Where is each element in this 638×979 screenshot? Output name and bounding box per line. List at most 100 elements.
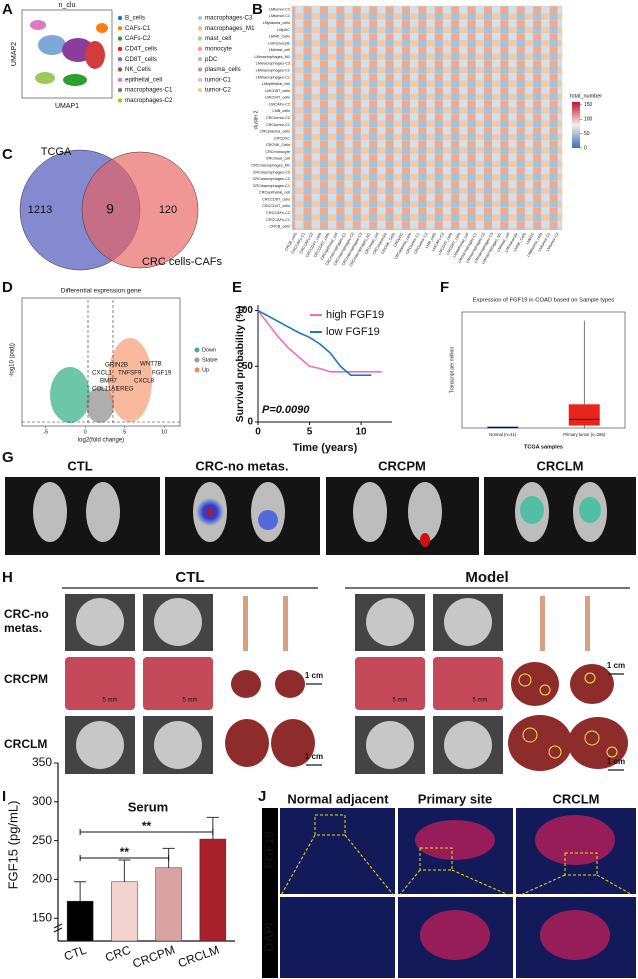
column-label: LMpDC — [525, 232, 535, 245]
fgf19-signal — [415, 815, 615, 960]
colorbar — [572, 102, 580, 148]
signal — [520, 496, 544, 524]
row-label: CRCtumor-C2 — [266, 116, 290, 120]
gene-label: BMP7 — [100, 378, 117, 385]
row-label: LMmast_cell — [269, 48, 290, 52]
legend-swatch — [194, 357, 200, 363]
column-label: CRCpDC — [393, 232, 405, 248]
channel-label: FGF19 — [262, 831, 276, 869]
umap-cluster — [96, 23, 108, 33]
panel-letter: J — [258, 788, 266, 805]
scale-label: 1 cm — [305, 671, 323, 680]
x-tick-label: 10 — [161, 429, 167, 435]
axis-label: log2(fold change) — [78, 438, 124, 444]
legend-label: mast_cell — [205, 35, 231, 42]
venn-circle — [81, 151, 199, 269]
x-tick-label: 0 — [84, 429, 87, 435]
row-label: LMplasma_cells — [263, 21, 290, 25]
y-tick-label: 350 — [32, 755, 52, 769]
signal — [420, 533, 430, 547]
axis-label: Survival probability (%) — [234, 306, 246, 423]
signal — [579, 497, 601, 523]
row-label: LMepithelial_cell — [262, 82, 290, 86]
down-cloud — [50, 367, 90, 423]
axis-label: UMAP1 — [55, 103, 79, 110]
significance-label: ** — [120, 845, 130, 859]
axis-label: Transcript per million — [449, 347, 455, 393]
annotation: P=0.0090 — [262, 404, 310, 416]
legend-label: macrophages-C3 — [205, 15, 253, 22]
row-label: LMCD4T_cells — [265, 96, 290, 100]
row-label: CRCmonocyte — [265, 150, 290, 154]
channel-label: DAPI — [262, 923, 276, 952]
group-label: CTL — [67, 458, 92, 473]
column-title: CRCLM — [553, 791, 600, 806]
x-tick-label: CTL — [62, 943, 88, 964]
tissue-photos — [65, 657, 503, 710]
venn-count: 1213 — [28, 204, 52, 216]
gene-label: TNFSF9 — [118, 370, 142, 377]
row-label: CRCB_cells — [270, 225, 291, 229]
stable-cloud — [86, 387, 114, 423]
row-label: CRCmacrophages-C2 — [253, 177, 290, 181]
scale-label: 1 cm — [607, 757, 625, 766]
colorbar-title: total_number — [570, 93, 602, 99]
row-label: LMmacrophages-C3 — [256, 62, 290, 66]
row-label: CRCNK_Cells — [266, 143, 290, 147]
legend-swatch — [117, 46, 123, 52]
survival-line — [257, 309, 372, 376]
metastasis-marks — [518, 672, 618, 759]
group-label: CTL — [175, 569, 204, 586]
y-tick-label: 250 — [32, 833, 52, 847]
legend-label: pDC — [205, 56, 218, 63]
legend-label: CAFs-C2 — [125, 35, 151, 42]
legend-label: plasma_cells — [205, 66, 241, 73]
group-label: CRC-no metas. — [195, 458, 288, 473]
colorbar-tick-label: 50 — [584, 131, 590, 137]
colorbar-tick-label: 150 — [584, 102, 593, 108]
legend-swatch — [197, 67, 203, 72]
y-tick-label: 200 — [32, 872, 52, 886]
colorbar-tick-label: 0 — [584, 145, 587, 151]
y-tick-label: 50 — [242, 361, 254, 372]
legend-label: Down — [202, 347, 216, 353]
row-label: CRCmacrophages-C1 — [253, 184, 290, 188]
axis-label: Time (years) — [293, 442, 358, 454]
panel-letter: A — [2, 1, 13, 18]
row-label: CRCepithelial_cell — [259, 191, 290, 195]
plot-frame — [461, 311, 626, 429]
axis-label: -log10 (padj) — [10, 343, 16, 377]
imaging-photo — [484, 477, 636, 555]
legend-label: high FGF19 — [326, 309, 384, 321]
dishes — [76, 598, 492, 769]
legend-label: Stable — [202, 357, 218, 363]
y-tick-label: 300 — [32, 794, 52, 808]
chart-title: Differential expression gene — [61, 288, 142, 295]
gene-label: CXCL8 — [134, 378, 155, 385]
legend-label: macrophages_M1 — [205, 25, 255, 32]
colorbar-tick-label: 100 — [584, 117, 593, 123]
gene-label: FGF19 — [152, 370, 172, 377]
legend-label: low FGF19 — [326, 326, 380, 338]
x-tick-label: 5 — [123, 429, 126, 435]
legend-label: epithelial_cell — [125, 76, 162, 83]
legend-swatch — [117, 87, 123, 93]
legend-label: tumor-C1 — [205, 76, 231, 83]
panel-g — [5, 477, 636, 555]
legend-swatch — [117, 57, 123, 62]
y-tick-label: 0 — [247, 417, 253, 428]
umap-cluster — [35, 72, 55, 84]
venn-label: TCGA — [41, 146, 72, 158]
row-label: CRCCD4T_cells — [262, 204, 290, 208]
panel-c: TCGA 1213 9 120 CRC cells-CAFs — [19, 146, 223, 271]
x-tick-label: Normal (n=41) — [489, 432, 516, 437]
x-tick-label: CRCLM — [176, 943, 221, 971]
venn-label: CRC cells-CAFs — [142, 256, 223, 268]
axis-label: UMAP2 — [11, 42, 18, 66]
row-label: LMmacrophages-C1 — [256, 75, 290, 79]
imaging-photo — [165, 477, 320, 555]
panel-h — [62, 587, 630, 774]
gene-label: CXCL1 — [92, 370, 113, 377]
